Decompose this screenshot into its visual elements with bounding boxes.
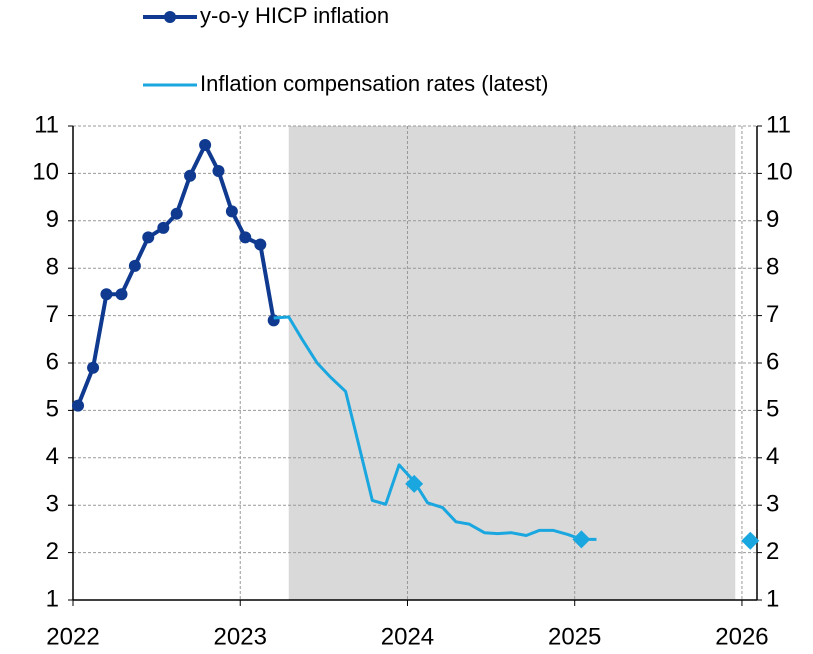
- y2-tick-label: 10: [766, 159, 793, 186]
- y-tick-label: 2: [46, 538, 59, 565]
- legend-label: y-o-y HICP inflation: [200, 3, 389, 28]
- x-tick-label: 2026: [715, 623, 768, 650]
- y2-tick-label: 11: [766, 111, 791, 138]
- point: [115, 288, 128, 301]
- point: [239, 231, 252, 244]
- point: [128, 259, 141, 272]
- diamond-point: [741, 531, 760, 550]
- y-tick-label: 5: [46, 396, 59, 423]
- y2-tick-label: 6: [766, 348, 779, 375]
- legend-marker: [164, 11, 176, 23]
- point: [100, 288, 113, 301]
- y-tick-label: 11: [34, 111, 59, 138]
- point: [87, 361, 100, 374]
- y2-tick-label: 2: [766, 538, 779, 565]
- point: [254, 238, 267, 251]
- point: [72, 399, 85, 412]
- y-tick-label: 1: [46, 585, 59, 612]
- x-tick-label: 2022: [46, 623, 99, 650]
- y-tick-label: 4: [46, 443, 59, 470]
- diamond-point: [405, 474, 424, 493]
- legend-label: Inflation compensation rates (latest): [200, 71, 549, 96]
- point: [170, 207, 183, 220]
- y-tick-label: 8: [46, 254, 59, 281]
- y2-tick-label: 3: [766, 491, 779, 518]
- x-tick-label: 2024: [381, 623, 434, 650]
- y2-tick-label: 5: [766, 396, 779, 423]
- point: [225, 205, 238, 218]
- point: [267, 314, 280, 327]
- y-tick-label: 3: [46, 491, 59, 518]
- point: [157, 221, 170, 234]
- y2-tick-label: 7: [766, 301, 779, 328]
- y2-tick-label: 4: [766, 443, 779, 470]
- y-tick-label: 6: [46, 348, 59, 375]
- point: [184, 169, 197, 182]
- y2-tick-label: 9: [766, 206, 779, 233]
- point: [212, 165, 225, 178]
- y-tick-label: 9: [46, 206, 59, 233]
- x-tick-label: 2025: [548, 623, 601, 650]
- y2-tick-label: 1: [766, 585, 779, 612]
- x-tick-label: 2023: [214, 623, 267, 650]
- y-tick-label: 10: [32, 159, 59, 186]
- y-tick-label: 7: [46, 301, 59, 328]
- series-line: [273, 315, 597, 541]
- point: [142, 231, 155, 244]
- diamond-point: [572, 530, 591, 549]
- series-line: [76, 142, 276, 407]
- point: [199, 138, 212, 151]
- y2-tick-label: 8: [766, 254, 779, 281]
